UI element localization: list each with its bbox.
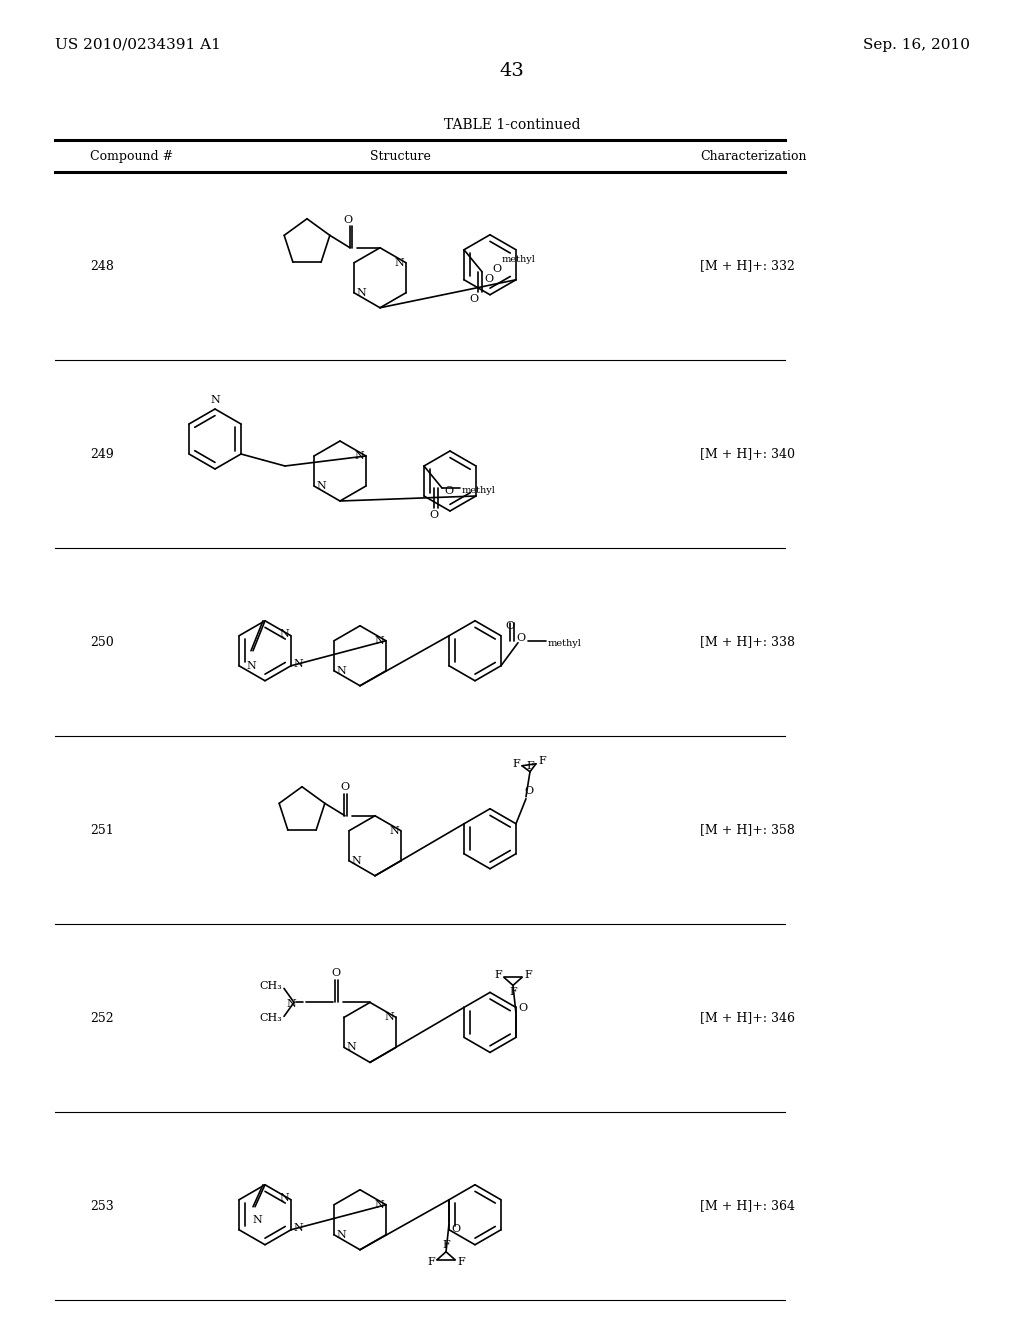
Text: 250: 250 (90, 635, 114, 648)
Text: O: O (332, 969, 341, 978)
Text: Compound #: Compound # (90, 150, 173, 162)
Text: N: N (293, 659, 303, 669)
Text: [M + H]+: 364: [M + H]+: 364 (700, 1200, 795, 1213)
Text: US 2010/0234391 A1: US 2010/0234391 A1 (55, 38, 221, 51)
Text: O: O (340, 781, 349, 792)
Text: F: F (427, 1257, 435, 1267)
Text: methyl: methyl (462, 486, 496, 495)
Text: N: N (293, 1222, 303, 1233)
Text: [M + H]+: 340: [M + H]+: 340 (700, 447, 795, 461)
Text: F: F (526, 760, 534, 771)
Text: 248: 248 (90, 260, 114, 272)
Text: F: F (442, 1239, 450, 1250)
Text: 251: 251 (90, 824, 114, 837)
Text: [M + H]+: 338: [M + H]+: 338 (700, 635, 795, 648)
Text: N: N (316, 480, 326, 491)
Text: [M + H]+: 332: [M + H]+: 332 (700, 260, 795, 272)
Text: N: N (354, 451, 364, 461)
Text: N: N (356, 288, 366, 298)
Text: F: F (538, 756, 546, 766)
Text: O: O (451, 1224, 460, 1234)
Text: Characterization: Characterization (700, 150, 807, 162)
Text: F: F (512, 759, 520, 768)
Text: N: N (346, 1043, 355, 1052)
Text: Structure: Structure (370, 150, 430, 162)
Text: N: N (280, 628, 289, 639)
Text: [M + H]+: 346: [M + H]+: 346 (700, 1011, 795, 1024)
Text: O: O (518, 1003, 527, 1014)
Text: 253: 253 (90, 1200, 114, 1213)
Text: methyl: methyl (502, 255, 536, 264)
Text: Sep. 16, 2010: Sep. 16, 2010 (863, 38, 970, 51)
Text: 252: 252 (90, 1011, 114, 1024)
Text: O: O (524, 785, 534, 796)
Text: O: O (506, 620, 514, 631)
Text: N: N (287, 999, 296, 1010)
Text: O: O (484, 273, 494, 284)
Text: N: N (252, 1214, 262, 1225)
Text: CH₃: CH₃ (259, 981, 282, 991)
Text: N: N (394, 257, 404, 268)
Text: F: F (509, 987, 517, 998)
Text: O: O (444, 486, 454, 496)
Text: TABLE 1-continued: TABLE 1-continued (443, 117, 581, 132)
Text: F: F (524, 970, 531, 981)
Text: O: O (469, 294, 478, 304)
Text: 249: 249 (90, 447, 114, 461)
Text: N: N (336, 1230, 346, 1239)
Text: N: N (210, 395, 220, 405)
Text: O: O (343, 215, 352, 224)
Text: N: N (374, 636, 384, 645)
Text: O: O (492, 264, 501, 273)
Text: N: N (374, 1200, 384, 1209)
Text: N: N (389, 826, 399, 836)
Text: N: N (351, 855, 360, 866)
Text: N: N (336, 665, 346, 676)
Text: methyl: methyl (548, 639, 582, 648)
Text: 43: 43 (500, 62, 524, 81)
Text: N: N (280, 1193, 289, 1203)
Text: O: O (429, 510, 438, 520)
Text: N: N (384, 1012, 394, 1023)
Text: F: F (457, 1257, 465, 1267)
Text: O: O (516, 632, 525, 643)
Text: [M + H]+: 358: [M + H]+: 358 (700, 824, 795, 837)
Text: N: N (246, 661, 256, 671)
Text: CH₃: CH₃ (259, 1014, 282, 1023)
Text: F: F (495, 970, 502, 981)
